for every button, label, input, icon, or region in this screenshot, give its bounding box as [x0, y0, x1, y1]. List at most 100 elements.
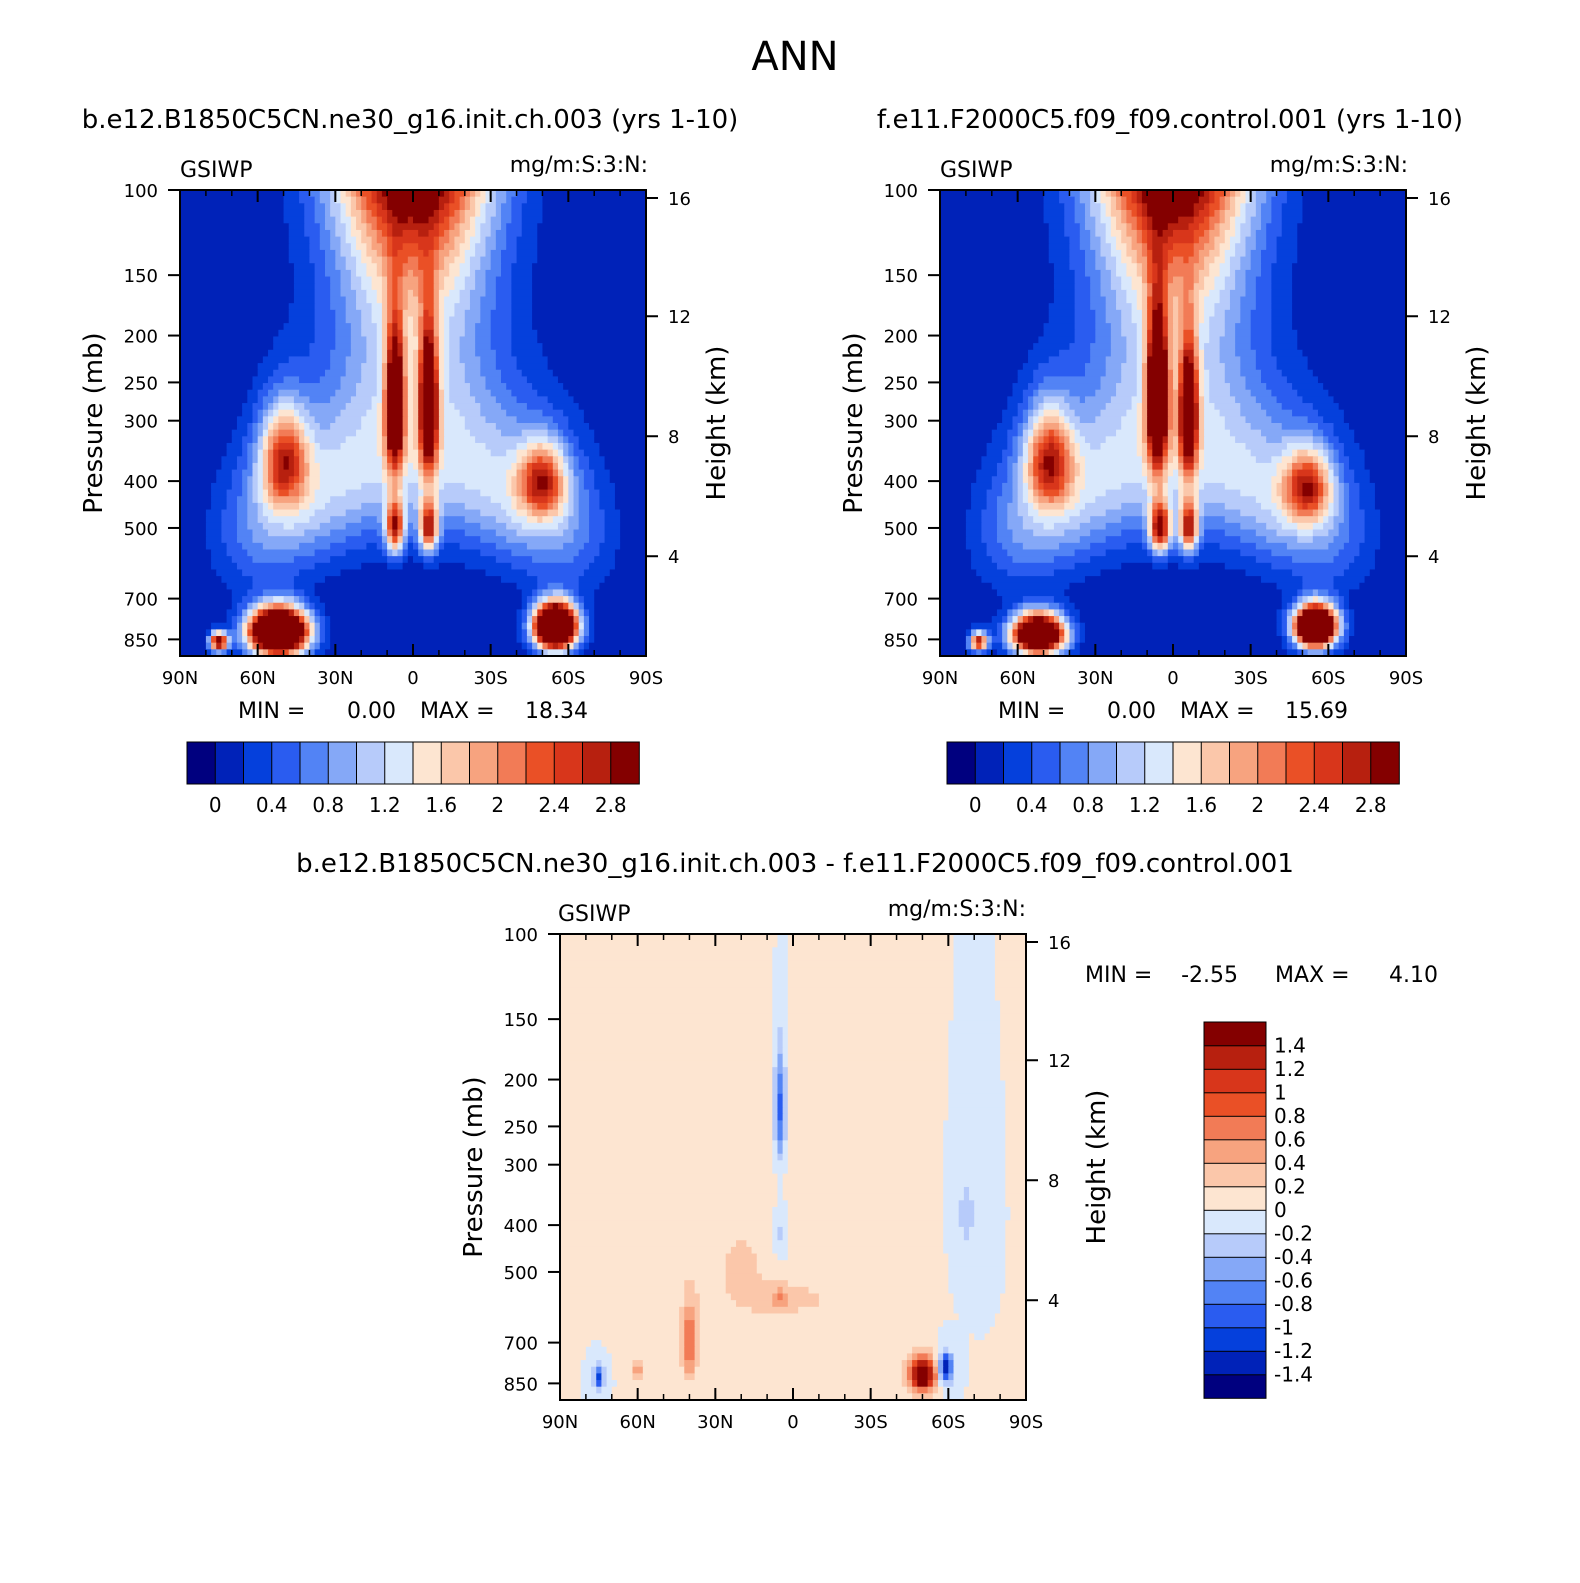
field-cell — [609, 469, 647, 477]
field-cell — [1343, 449, 1366, 457]
field-cell — [314, 336, 336, 344]
field-cell — [1000, 1300, 1027, 1308]
field-cell — [278, 403, 295, 411]
field-cell — [402, 529, 409, 537]
field-cell — [418, 343, 424, 351]
field-cell — [438, 442, 445, 451]
field-cell — [994, 1313, 1027, 1321]
field-cell — [583, 482, 595, 491]
field-cell — [262, 476, 269, 484]
field-cell — [1033, 369, 1086, 377]
field-cell — [314, 496, 331, 504]
field-cell — [976, 469, 998, 477]
field-cell — [1167, 442, 1174, 451]
panel-control-axes: 90N 60N 30N 0 30S 60S 90S100150200250300400500… — [884, 181, 1451, 689]
field-cell — [324, 249, 336, 258]
field-cell — [953, 1353, 970, 1361]
field-cell — [252, 482, 259, 491]
field-cell — [1136, 323, 1143, 331]
field-cell — [694, 1366, 903, 1374]
field-cell — [252, 576, 295, 584]
field-cell — [340, 203, 347, 211]
field-cell — [917, 1386, 929, 1394]
field-cell — [330, 356, 347, 364]
field-cell — [1209, 209, 1216, 218]
field-cell — [381, 383, 388, 391]
field-cell — [413, 556, 424, 564]
field-cell — [299, 542, 331, 551]
field-cell — [1084, 256, 1096, 264]
field-cell — [485, 203, 497, 211]
field-cell — [340, 243, 352, 251]
field-cell — [1095, 416, 1122, 424]
field-cell — [614, 489, 647, 497]
field-cell — [971, 502, 988, 511]
field-cell — [560, 934, 779, 942]
field-cell — [1292, 323, 1407, 331]
field-cell — [1317, 596, 1324, 604]
field-cell — [469, 383, 487, 391]
field-cell — [1349, 622, 1355, 630]
field-cell — [599, 449, 647, 457]
field-cell — [469, 203, 476, 211]
field-cell — [1007, 622, 1014, 630]
field-cell — [1328, 462, 1335, 471]
field-cell — [413, 289, 419, 298]
field-cell — [940, 423, 998, 431]
field-cell — [1292, 596, 1298, 604]
field-cell — [309, 256, 326, 264]
field-cell — [943, 1380, 955, 1388]
field-cell — [350, 229, 362, 238]
field-cell — [694, 1346, 701, 1354]
field-cell — [433, 243, 440, 251]
field-cell — [1349, 629, 1355, 637]
field-cell — [423, 509, 430, 517]
field-cell — [1292, 556, 1335, 564]
field-cell — [560, 1346, 587, 1354]
field-cell — [1162, 269, 1169, 278]
field-cell — [1147, 436, 1153, 444]
field-cell — [387, 289, 393, 298]
field-cell — [211, 629, 217, 637]
field-cell — [387, 249, 393, 258]
field-cell — [1240, 489, 1272, 497]
field-cell — [568, 636, 575, 644]
field-cell — [319, 229, 331, 238]
field-cell — [940, 542, 967, 551]
field-cell — [433, 456, 440, 464]
field-cell — [1235, 203, 1241, 211]
panel-case-max-label: MAX = — [420, 699, 495, 724]
field-cell — [1147, 403, 1169, 411]
field-cell — [604, 516, 621, 524]
field-cell — [1152, 482, 1159, 491]
field-cell — [996, 423, 1014, 431]
field-cell — [423, 476, 435, 484]
field-cell — [1178, 502, 1184, 511]
field-cell — [1292, 509, 1298, 517]
field-cell — [304, 429, 316, 437]
field-cell — [361, 376, 378, 384]
colorbar-label: -0.6 — [1274, 1269, 1313, 1293]
field-cell — [1204, 296, 1221, 304]
field-cell — [356, 383, 378, 391]
field-cell — [1173, 296, 1179, 304]
field-cell — [1069, 496, 1081, 504]
field-cell — [560, 1226, 773, 1235]
field-cell — [599, 489, 616, 497]
field-cell — [1240, 223, 1252, 231]
field-cell — [516, 236, 538, 244]
field-cell — [231, 642, 238, 650]
field-cell — [283, 196, 300, 204]
field-cell — [1286, 509, 1293, 517]
field-cell — [449, 316, 466, 324]
field-cell — [495, 276, 512, 284]
field-cell — [542, 343, 647, 351]
field-cell — [787, 1080, 949, 1088]
field-cell — [699, 1346, 913, 1354]
field-cell — [1074, 469, 1081, 477]
field-cell — [402, 283, 419, 291]
field-cell — [423, 449, 435, 457]
field-cell — [319, 243, 331, 251]
field-cell — [578, 609, 585, 617]
field-cell — [1183, 383, 1195, 391]
